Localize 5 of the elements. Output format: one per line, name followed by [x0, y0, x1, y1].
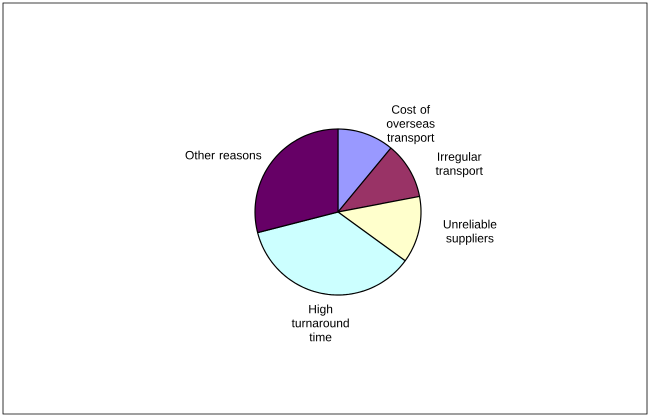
slice-label: Unreliable suppliers — [444, 220, 496, 245]
slice-label: Cost of overseas transport — [386, 104, 435, 144]
slice-label: Other reasons — [186, 150, 262, 160]
slice-label: High turnaround time — [292, 304, 349, 342]
slice-label: Irregular transport — [436, 152, 483, 178]
